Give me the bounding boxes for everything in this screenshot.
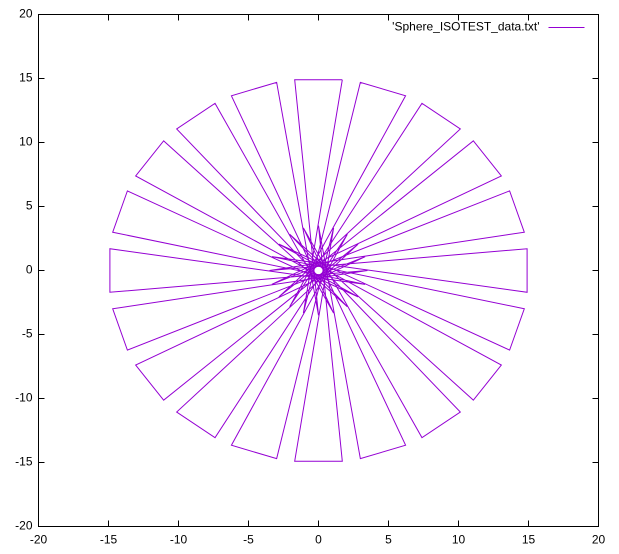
x-tick-label: 20 [592,533,606,547]
y-tick-label: 0 [26,263,33,277]
y-tick-label: -10 [15,391,33,405]
legend-label: 'Sphere_ISOTEST_data.txt' [392,20,539,34]
x-tick-label: 10 [452,533,466,547]
y-tick-label: 5 [26,199,33,213]
plot-frame [38,14,599,527]
y-tick-label: -15 [15,455,33,469]
y-tick-label: -5 [22,327,33,341]
x-tick-label: -20 [30,533,48,547]
x-tick-label: 0 [315,533,322,547]
data-line [109,79,528,462]
x-tick-label: 5 [385,533,392,547]
y-tick-label: -20 [15,519,33,533]
y-tick-label: 15 [19,71,33,85]
x-tick-label: -5 [243,533,254,547]
x-tick-label: -10 [170,533,188,547]
x-tick-label: -15 [100,533,118,547]
y-tick-label: 10 [19,135,33,149]
x-tick-label: 15 [522,533,536,547]
y-tick-label: 20 [19,7,33,21]
